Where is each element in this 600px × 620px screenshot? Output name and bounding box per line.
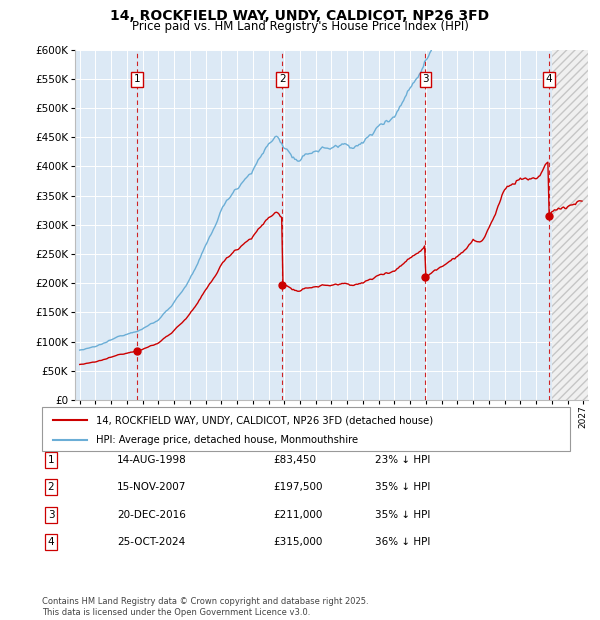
Text: 3: 3	[47, 510, 55, 520]
Bar	[552, 50, 588, 400]
Text: £315,000: £315,000	[273, 537, 322, 547]
Text: 2: 2	[279, 74, 286, 84]
Text: 4: 4	[47, 537, 55, 547]
Text: 14, ROCKFIELD WAY, UNDY, CALDICOT, NP26 3FD: 14, ROCKFIELD WAY, UNDY, CALDICOT, NP26 …	[110, 9, 490, 24]
Text: 25-OCT-2024: 25-OCT-2024	[117, 537, 185, 547]
Text: 1: 1	[133, 74, 140, 84]
Text: £83,450: £83,450	[273, 455, 316, 465]
Text: 1: 1	[47, 455, 55, 465]
Text: 4: 4	[545, 74, 552, 84]
Text: 3: 3	[422, 74, 429, 84]
Text: 2: 2	[47, 482, 55, 492]
Text: Price paid vs. HM Land Registry's House Price Index (HPI): Price paid vs. HM Land Registry's House …	[131, 20, 469, 33]
Text: 35% ↓ HPI: 35% ↓ HPI	[375, 510, 430, 520]
Text: HPI: Average price, detached house, Monmouthshire: HPI: Average price, detached house, Monm…	[96, 435, 358, 445]
Text: 15-NOV-2007: 15-NOV-2007	[117, 482, 187, 492]
Text: 35% ↓ HPI: 35% ↓ HPI	[375, 482, 430, 492]
Text: Contains HM Land Registry data © Crown copyright and database right 2025.
This d: Contains HM Land Registry data © Crown c…	[42, 598, 368, 617]
Bar	[552, 50, 588, 400]
Text: 23% ↓ HPI: 23% ↓ HPI	[375, 455, 430, 465]
Text: 36% ↓ HPI: 36% ↓ HPI	[375, 537, 430, 547]
Text: £197,500: £197,500	[273, 482, 323, 492]
Text: 20-DEC-2016: 20-DEC-2016	[117, 510, 186, 520]
Text: £211,000: £211,000	[273, 510, 322, 520]
Text: 14, ROCKFIELD WAY, UNDY, CALDICOT, NP26 3FD (detached house): 14, ROCKFIELD WAY, UNDY, CALDICOT, NP26 …	[96, 415, 433, 425]
Text: 14-AUG-1998: 14-AUG-1998	[117, 455, 187, 465]
